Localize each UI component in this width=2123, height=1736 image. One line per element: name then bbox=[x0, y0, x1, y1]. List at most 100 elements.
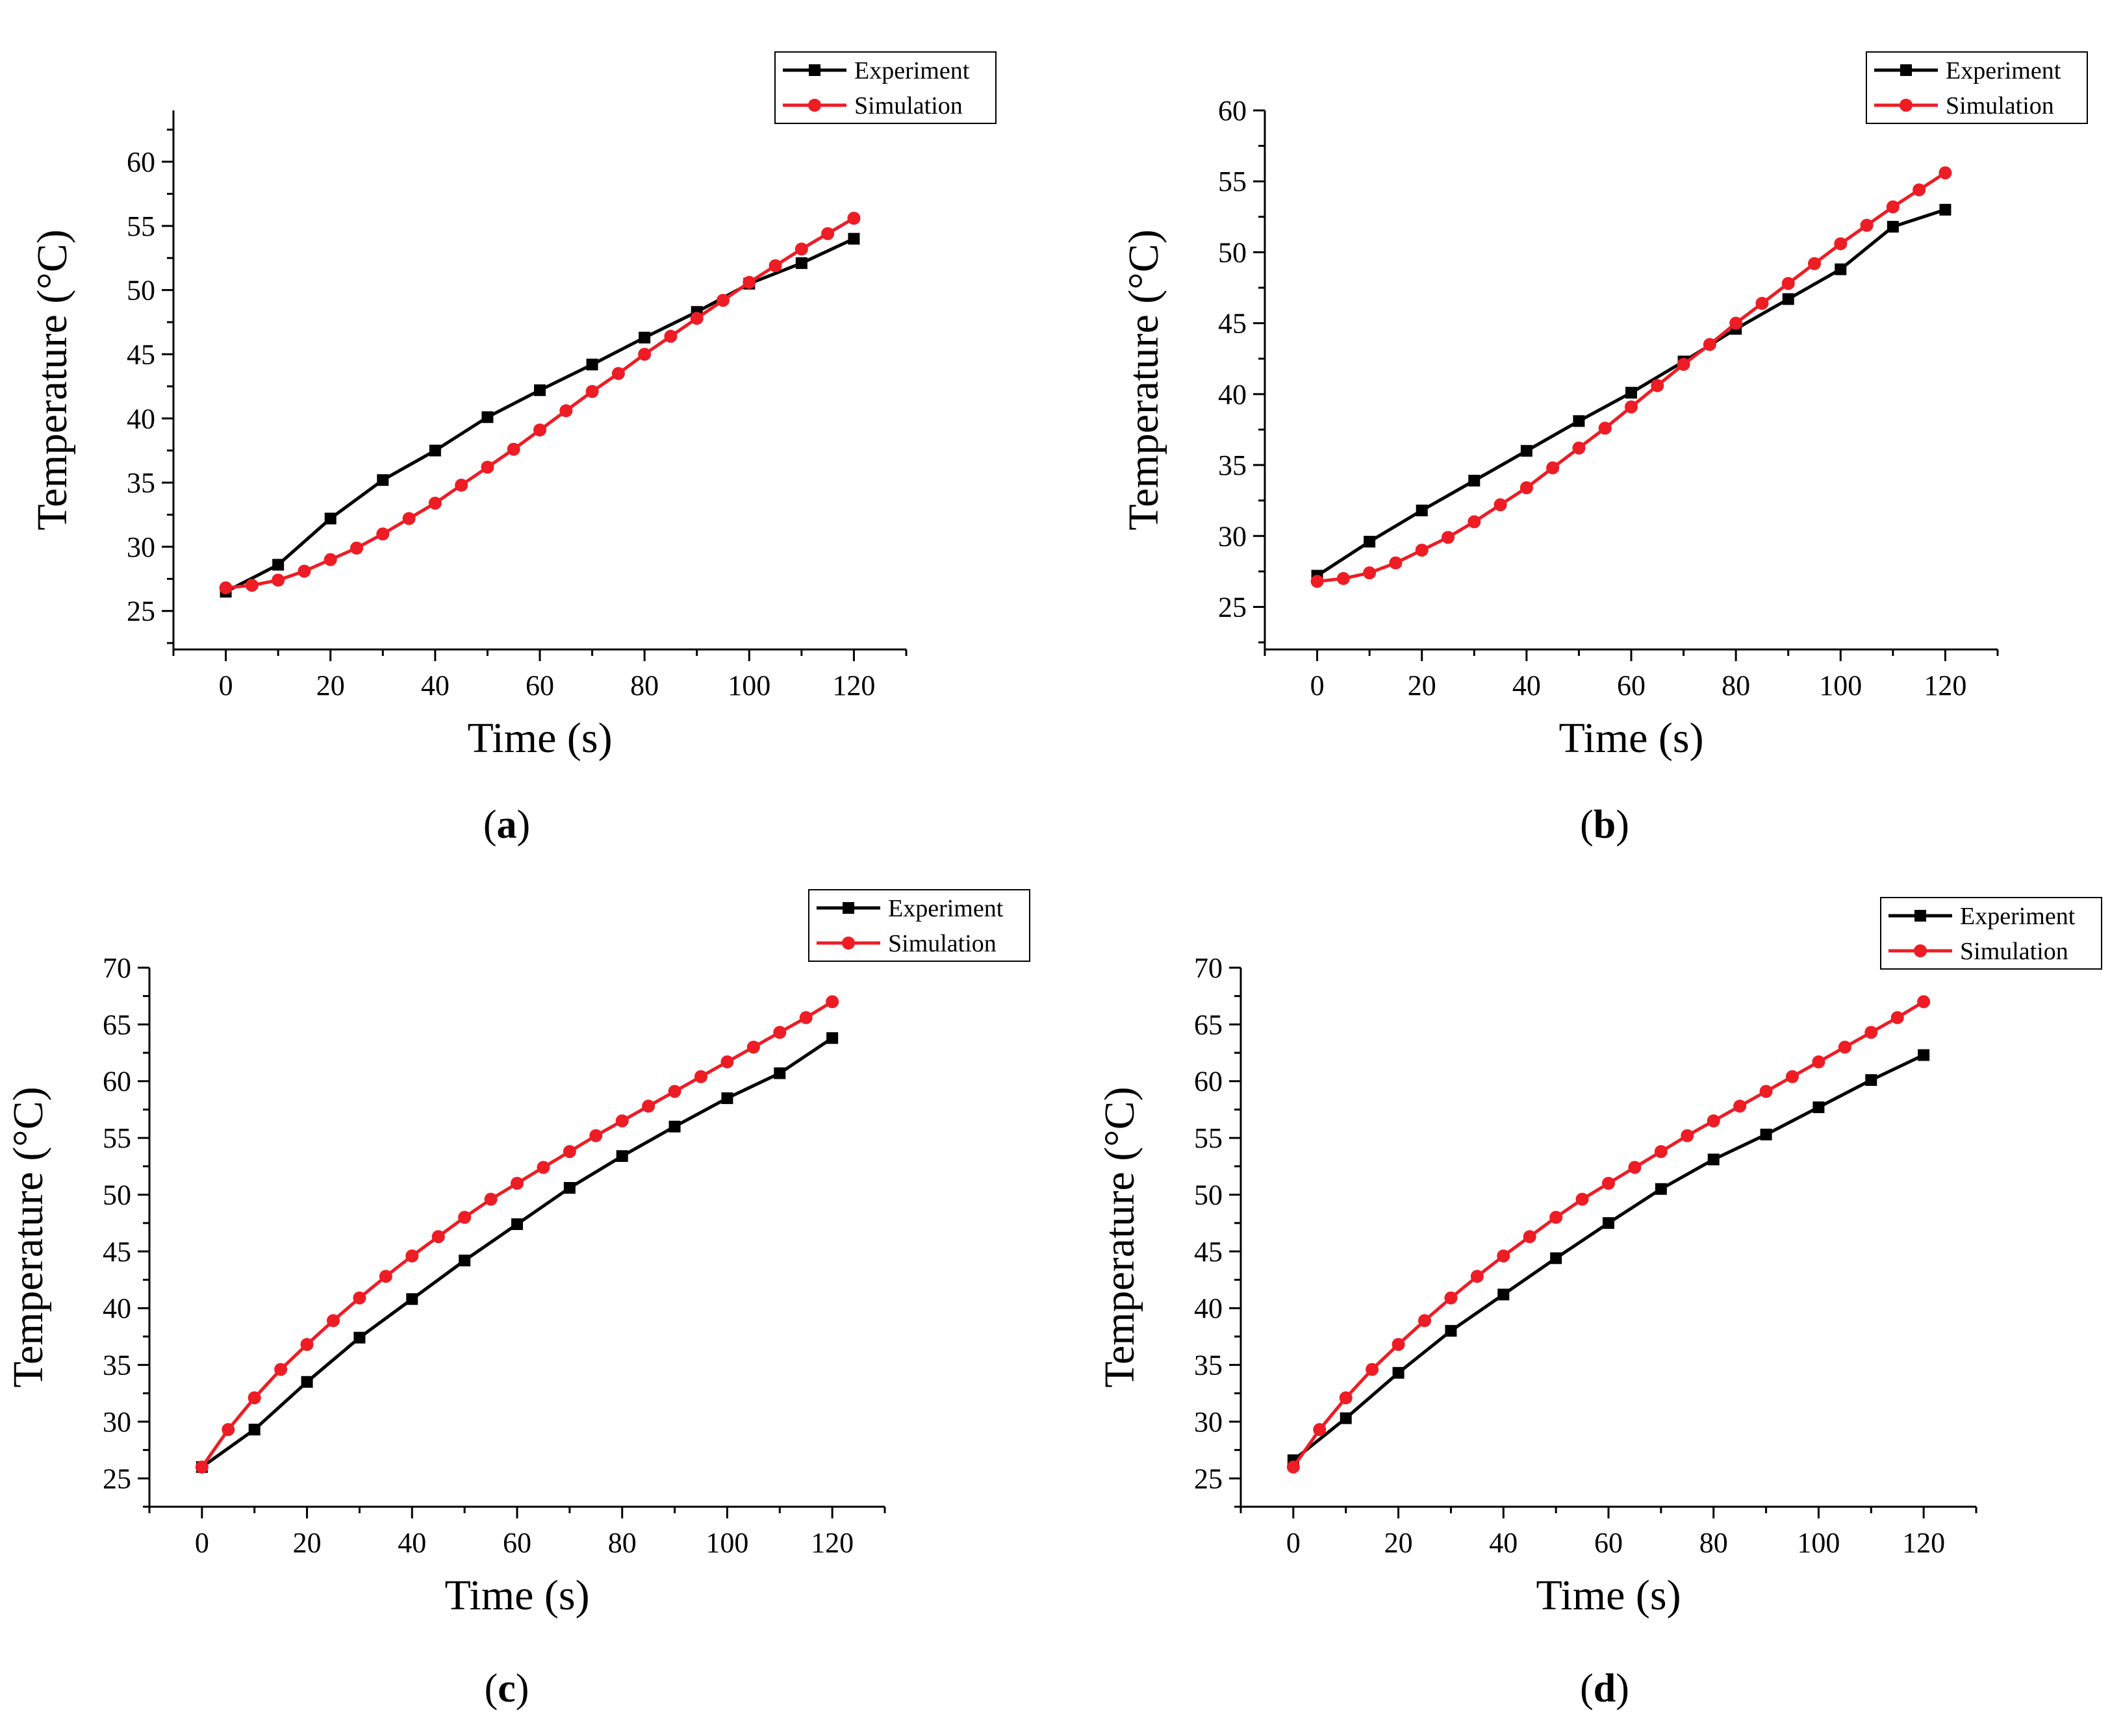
data-point-simulation bbox=[559, 404, 573, 418]
data-point-simulation bbox=[743, 275, 756, 289]
data-point-simulation bbox=[1549, 1211, 1563, 1224]
caption-part: d bbox=[1594, 1667, 1616, 1711]
data-point-experiment bbox=[1445, 1325, 1457, 1337]
y-tick-label: 40 bbox=[103, 1292, 131, 1324]
data-point-simulation bbox=[720, 1055, 734, 1069]
data-point-simulation bbox=[795, 242, 808, 256]
legend-box bbox=[1880, 897, 2102, 970]
data-point-simulation bbox=[1339, 1391, 1353, 1405]
x-tick-label: 20 bbox=[316, 670, 345, 701]
x-tick-label: 80 bbox=[1722, 670, 1750, 701]
chart-panel-c: 0 20 40 60 80 100 120 25 30 35 40 45 50 55 60 65 70 Time … bbox=[5, 889, 1030, 1711]
series-line-simulation bbox=[200, 1000, 833, 1468]
data-point-experiment bbox=[586, 359, 598, 371]
x-axis-title: Time (s) bbox=[444, 1572, 589, 1619]
panel-caption: (b) bbox=[1580, 803, 1629, 847]
data-point-simulation bbox=[1759, 1085, 1773, 1098]
y-tick-label: 70 bbox=[1194, 952, 1223, 984]
legend-label-experiment: Experiment bbox=[1960, 903, 2076, 930]
data-point-experiment bbox=[1835, 263, 1847, 275]
data-point-experiment bbox=[1782, 293, 1794, 305]
x-tick-label: 60 bbox=[526, 670, 554, 701]
x-tick-label: 20 bbox=[1408, 670, 1436, 701]
y-tick-label: 35 bbox=[1194, 1350, 1223, 1381]
data-point-simulation bbox=[1336, 572, 1350, 585]
y-tick-label: 45 bbox=[103, 1236, 131, 1268]
x-tick-label: 100 bbox=[706, 1527, 748, 1559]
caption-part: ( bbox=[1580, 803, 1594, 847]
data-point-simulation bbox=[1468, 515, 1481, 529]
data-point-simulation bbox=[324, 553, 337, 566]
y-axis-title: Temperature (°C) bbox=[29, 229, 76, 530]
y-tick-label: 50 bbox=[1218, 236, 1247, 268]
data-point-simulation bbox=[1886, 200, 1900, 214]
x-tick-label: 20 bbox=[293, 1527, 322, 1559]
data-point-experiment bbox=[1939, 203, 1951, 216]
x-tick-label: 0 bbox=[195, 1527, 209, 1559]
data-point-simulation bbox=[668, 1085, 681, 1098]
data-point-experiment bbox=[1625, 386, 1637, 399]
caption-part: ) bbox=[1616, 803, 1629, 847]
data-point-simulation bbox=[1913, 183, 1926, 197]
data-point-experiment bbox=[248, 1424, 261, 1436]
data-point-simulation bbox=[821, 227, 835, 240]
x-tick-label: 40 bbox=[398, 1527, 426, 1559]
y-tick-label: 65 bbox=[1194, 1009, 1223, 1040]
series-line-experiment bbox=[201, 1037, 833, 1468]
chart-panel-d: 0 20 40 60 80 100 120 25 30 35 40 45 50 55 60 65 70 Time … bbox=[1096, 897, 2102, 1711]
data-point-simulation bbox=[664, 329, 678, 343]
data-point-simulation bbox=[1418, 1314, 1431, 1327]
data-point-experiment bbox=[1392, 1366, 1405, 1379]
data-point-simulation bbox=[533, 423, 546, 437]
legend-label-simulation: Simulation bbox=[1960, 938, 2068, 965]
x-tick-label: 60 bbox=[1594, 1527, 1623, 1559]
panel-caption: (d) bbox=[1580, 1667, 1629, 1711]
y-tick-label: 45 bbox=[127, 338, 155, 370]
legend-marker-simulation bbox=[808, 99, 821, 112]
data-point-simulation bbox=[1860, 218, 1874, 232]
y-axis-title: Temperature (°C) bbox=[1096, 1087, 1143, 1387]
data-point-simulation bbox=[1575, 1192, 1589, 1206]
data-point-simulation bbox=[769, 259, 782, 273]
data-point-simulation bbox=[248, 1391, 261, 1405]
y-tick-label: 35 bbox=[1218, 449, 1247, 481]
data-point-simulation bbox=[746, 1040, 760, 1054]
series-line-simulation bbox=[1291, 1000, 1925, 1468]
data-point-simulation bbox=[272, 573, 285, 587]
legend-box bbox=[808, 889, 1030, 962]
legend-label-simulation: Simulation bbox=[888, 930, 997, 957]
data-point-simulation bbox=[350, 541, 363, 555]
y-tick-label: 45 bbox=[1218, 308, 1247, 340]
x-tick-label: 40 bbox=[1512, 670, 1541, 701]
data-point-simulation bbox=[1703, 338, 1716, 351]
series-line-experiment bbox=[1292, 1053, 1925, 1462]
data-point-experiment bbox=[1760, 1128, 1772, 1140]
data-point-simulation bbox=[1729, 316, 1743, 330]
data-point-experiment bbox=[1550, 1252, 1562, 1264]
x-tick-label: 100 bbox=[1819, 670, 1862, 701]
chart-panel-a: 0 20 40 60 80 100 120 25 30 35 40 45 50 55 60 Time (s) T… bbox=[29, 51, 997, 847]
data-point-simulation bbox=[563, 1145, 576, 1159]
x-axis-title: Time (s) bbox=[467, 714, 612, 762]
y-tick-label: 25 bbox=[1194, 1463, 1223, 1494]
data-point-experiment bbox=[1497, 1289, 1510, 1301]
data-point-simulation bbox=[1494, 498, 1507, 512]
y-tick-label: 30 bbox=[1218, 520, 1247, 552]
data-point-experiment bbox=[1918, 1049, 1930, 1061]
data-point-simulation bbox=[1286, 1460, 1300, 1474]
data-point-simulation bbox=[511, 1177, 524, 1190]
data-point-simulation bbox=[300, 1338, 314, 1352]
legend: Experiment Simulation bbox=[774, 51, 997, 124]
data-point-simulation bbox=[219, 581, 233, 595]
data-point-simulation bbox=[298, 564, 311, 578]
x-tick-label: 80 bbox=[608, 1527, 637, 1559]
y-tick-label: 30 bbox=[127, 531, 155, 563]
data-point-simulation bbox=[1681, 1129, 1694, 1142]
legend: Experiment Simulation bbox=[808, 889, 1030, 962]
data-point-simulation bbox=[773, 1025, 787, 1039]
x-tick-label: 40 bbox=[421, 670, 450, 701]
caption-part: ) bbox=[516, 1667, 529, 1711]
y-tick-label: 25 bbox=[103, 1463, 131, 1494]
data-point-simulation bbox=[1519, 481, 1533, 494]
x-axis-title: Time (s) bbox=[1558, 714, 1703, 762]
